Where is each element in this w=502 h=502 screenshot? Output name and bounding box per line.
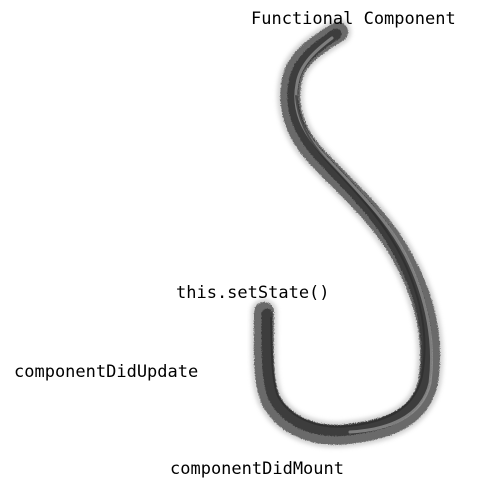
functional-component-label: Functional Component — [251, 9, 456, 29]
component-did-update-label: componentDidUpdate — [14, 362, 199, 382]
hook-stroke-core — [261, 28, 433, 437]
component-did-mount-label: componentDidMount — [170, 459, 344, 479]
set-state-label: this.setState() — [176, 283, 330, 303]
hook-stroke-texture-inner — [270, 95, 426, 428]
hook-stroke-texture — [294, 36, 433, 434]
